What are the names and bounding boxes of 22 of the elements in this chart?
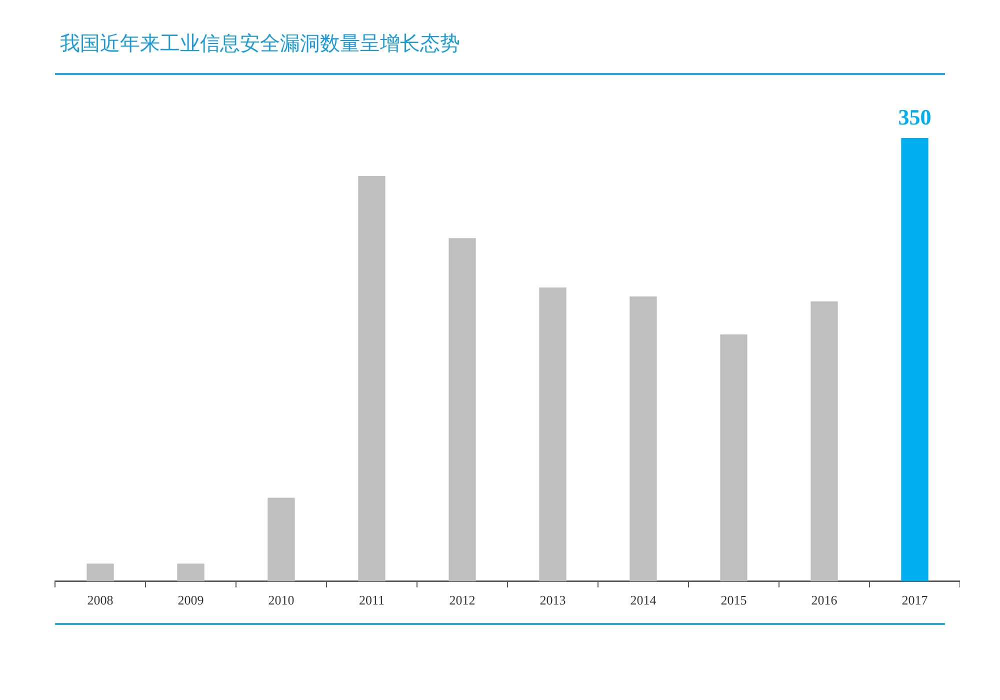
chart-title: 我国近年来工业信息安全漏洞数量呈增长态势 <box>60 30 460 57</box>
x-tick-label: 2012 <box>449 592 476 608</box>
data-label: 350 <box>898 104 932 130</box>
bar <box>720 334 748 582</box>
x-tick-label: 2011 <box>358 592 385 608</box>
x-tick-label: 2009 <box>178 592 204 608</box>
bar <box>268 498 295 582</box>
x-tick-label: 2013 <box>540 592 566 608</box>
bar <box>539 287 566 582</box>
x-tick-label: 2017 <box>902 592 928 608</box>
bar <box>86 564 114 582</box>
bar <box>630 296 657 582</box>
x-tick-label: 2008 <box>87 592 114 608</box>
x-tick-label: 2016 <box>811 592 838 608</box>
x-tick-label: 2015 <box>720 592 747 608</box>
bar <box>810 301 838 582</box>
x-tick-label: 2014 <box>630 592 657 608</box>
bar <box>901 138 928 582</box>
x-tick-label: 2010 <box>268 592 294 608</box>
bar <box>177 564 204 582</box>
bar <box>448 238 476 582</box>
bar <box>358 176 386 582</box>
